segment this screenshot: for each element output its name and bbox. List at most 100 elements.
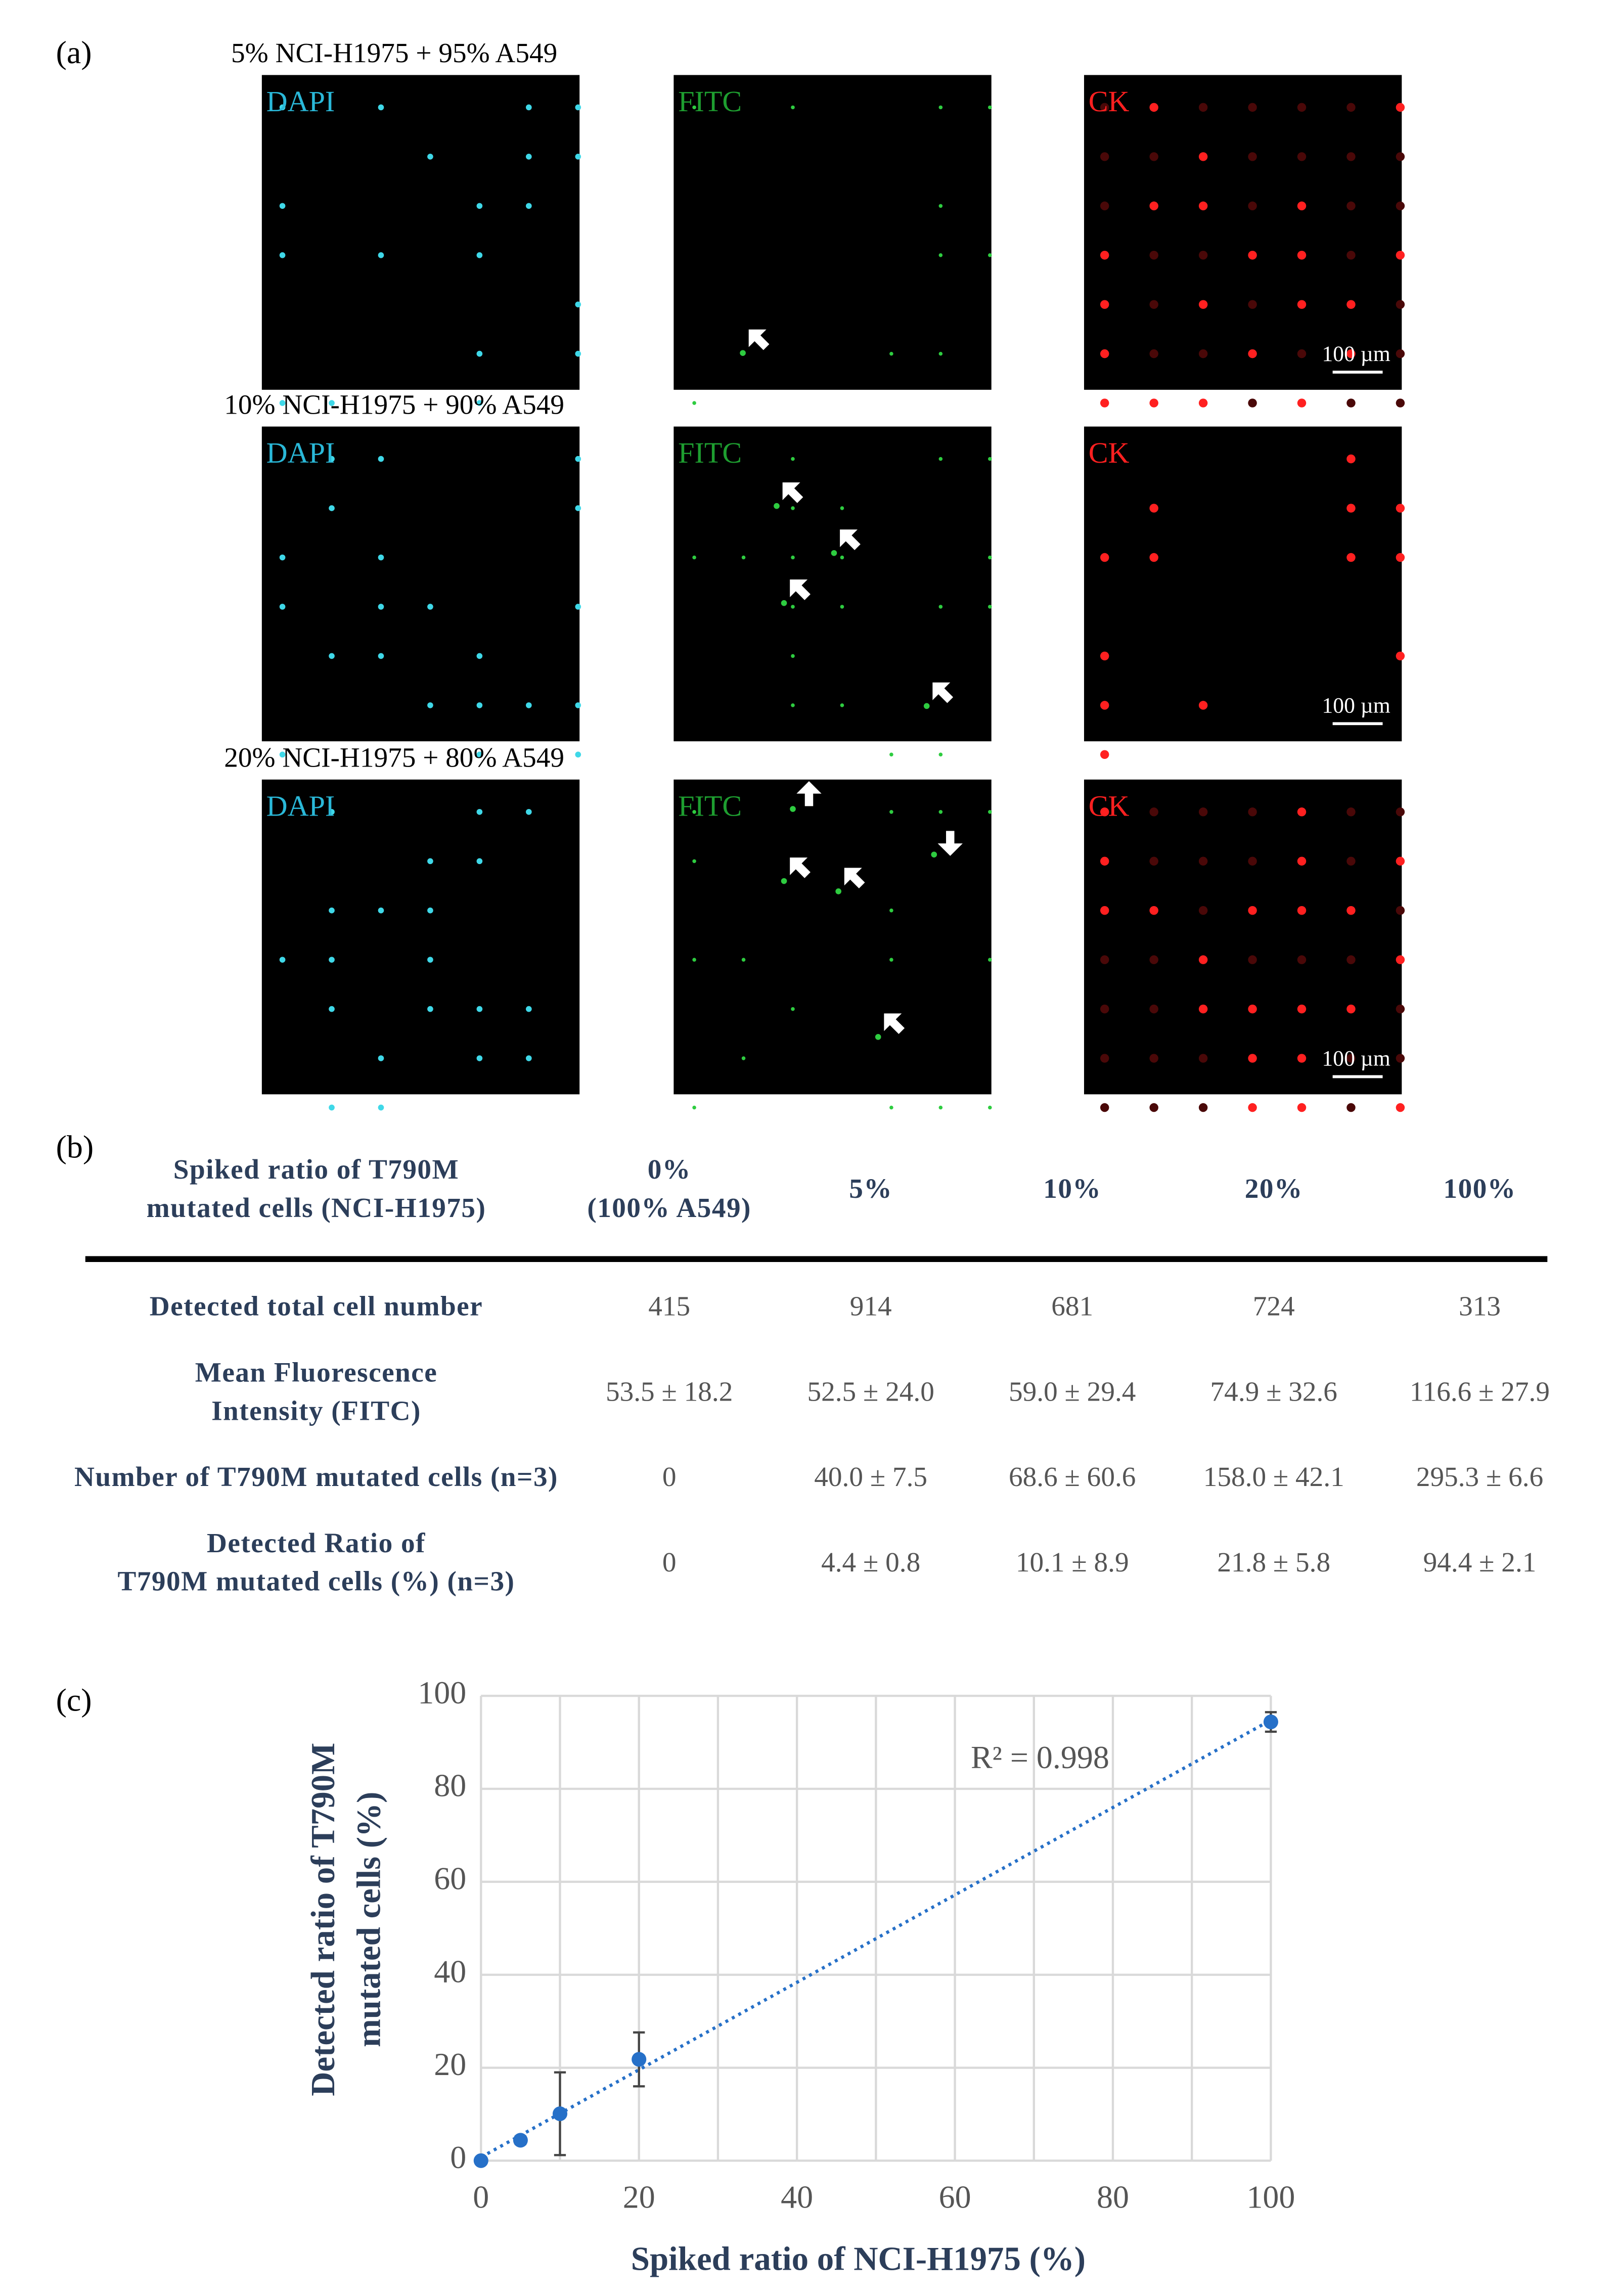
cell-dot	[427, 907, 433, 914]
cell-dot	[476, 1006, 483, 1012]
row-title: 10% NCI-H1975 + 90% A549	[224, 389, 564, 420]
cell-dot	[1396, 300, 1405, 309]
cell-dot	[988, 105, 992, 110]
channel-label: FITC	[678, 789, 742, 822]
cell-dot	[1149, 103, 1158, 112]
cell-dot	[1149, 1103, 1158, 1112]
cell-dot	[1346, 1004, 1356, 1014]
cell-dot	[378, 1055, 384, 1061]
table-cell: 74.9 ± 32.6	[1210, 1376, 1337, 1407]
cell-dot	[741, 958, 746, 962]
cell-dot	[1346, 955, 1356, 964]
channel-label: DAPI	[266, 436, 335, 469]
cell-dot	[329, 957, 335, 963]
cell-dot	[427, 702, 433, 708]
cell-dot	[1149, 807, 1158, 817]
cell-dot	[791, 555, 795, 560]
cell-dot	[1396, 1004, 1405, 1014]
cell-dot	[1248, 906, 1257, 915]
cell-dot	[378, 104, 384, 111]
cell-dot	[526, 153, 532, 160]
scale-bar-label: 100 µm	[1322, 693, 1390, 717]
row-title: 20% NCI-H1975 + 80% A549	[224, 742, 564, 773]
cell-dot	[279, 252, 286, 258]
cell-dot	[1198, 152, 1208, 161]
cell-dot	[427, 604, 433, 610]
cell-dot	[1297, 1004, 1307, 1014]
cell-dot	[923, 703, 930, 709]
micrograph	[1084, 779, 1402, 1095]
table-cell: 21.8 ± 5.8	[1217, 1547, 1330, 1578]
cell-dot	[938, 1105, 943, 1110]
micrograph	[673, 75, 992, 390]
cell-dot	[279, 203, 286, 209]
row-label: Number of T790M mutated cells (n=3)	[74, 1461, 558, 1492]
channel-label: CK	[1089, 789, 1130, 822]
cell-dot	[1346, 906, 1356, 915]
cell-dot	[279, 104, 286, 111]
data-point	[473, 2153, 488, 2168]
scale-bar-label: 100 µm	[1322, 342, 1390, 366]
cell-dot	[1198, 300, 1208, 309]
cell-dot	[1149, 201, 1158, 210]
table-cell: 724	[1253, 1291, 1295, 1322]
y-tick-label: 20	[434, 2046, 466, 2082]
channel-label: CK	[1089, 436, 1130, 469]
cell-dot	[938, 752, 943, 757]
cell-dot	[1149, 504, 1158, 513]
arrow	[884, 1013, 905, 1034]
cell-dot	[1248, 103, 1257, 112]
cell-dot	[1346, 349, 1356, 358]
header-cell: 5%	[849, 1173, 892, 1204]
cell-dot	[1297, 1103, 1307, 1112]
cell-dot	[1198, 906, 1208, 915]
x-tick-label: 40	[781, 2179, 813, 2215]
cell-dot	[1149, 1054, 1158, 1063]
cell-dot	[1297, 300, 1307, 309]
cell-dot	[1248, 807, 1257, 817]
cell-dot	[938, 253, 943, 257]
cell-dot	[1100, 955, 1109, 964]
cell-dot	[476, 702, 483, 708]
cell-dot	[988, 457, 992, 461]
cell-dot	[1248, 398, 1257, 408]
cell-dot	[1149, 300, 1158, 309]
y-axis-label: Detected ratio of T790M	[304, 1743, 342, 2096]
scale-bar-label: 100 µm	[1322, 1046, 1390, 1070]
cell-dot	[1297, 906, 1307, 915]
cell-dot	[1100, 349, 1109, 358]
cell-dot	[791, 506, 795, 510]
cell-dot	[988, 605, 992, 609]
cell-dot	[790, 806, 796, 812]
cell-dot	[1149, 349, 1158, 358]
cell-dot	[378, 907, 384, 914]
cell-dot	[329, 456, 335, 462]
table-cell: 415	[648, 1291, 690, 1322]
table-cell: 4.4 ± 0.8	[821, 1547, 920, 1578]
cell-dot	[1149, 955, 1158, 964]
cell-dot	[575, 456, 581, 462]
row-label: T790M mutated cells (%) (n=3)	[118, 1566, 515, 1597]
cell-dot	[741, 1056, 746, 1060]
cell-dot	[889, 810, 893, 814]
arrow	[748, 329, 770, 350]
cell-dot	[526, 1006, 532, 1012]
cell-dot	[378, 252, 384, 258]
micrograph	[1084, 75, 1402, 390]
cell-dot	[1198, 857, 1208, 866]
cell-dot	[692, 401, 696, 405]
cell-dot	[1248, 152, 1257, 161]
micrograph	[261, 75, 580, 390]
panel-label: (a)	[56, 34, 92, 70]
cell-dot	[575, 702, 581, 708]
cell-dot	[1396, 955, 1405, 964]
cell-dot	[1100, 1103, 1109, 1112]
cell-dot	[1149, 553, 1158, 562]
cell-dot	[1198, 701, 1208, 710]
cell-dot	[1198, 103, 1208, 112]
cell-dot	[329, 907, 335, 914]
cell-dot	[1198, 250, 1208, 260]
cell-dot	[741, 555, 746, 560]
cell-dot	[781, 600, 787, 606]
cell-dot	[1396, 553, 1405, 562]
